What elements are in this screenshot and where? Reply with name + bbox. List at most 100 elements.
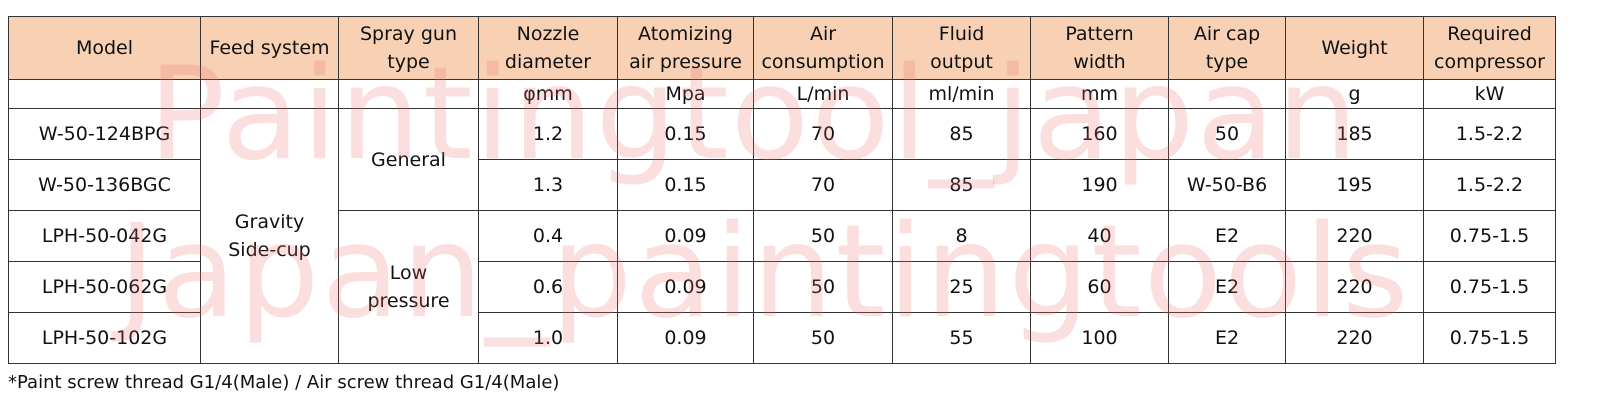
header-cell: Nozzle diameter [478,16,618,80]
data-cell: 50 [753,312,893,364]
data-cell: E2 [1168,210,1286,262]
data-cell: 185 [1285,108,1424,160]
data-row: W-50-136BGC 1.3 0.15 70 85 190 W-50-B6 195 1.5-2… [8,159,1556,211]
cell-line: General [371,148,446,171]
unit-cell: g [1285,79,1424,109]
unit-cell [338,79,479,109]
units-row: φmm Mpa L/min ml/min mm g kW [8,79,1556,109]
data-cell: 8 [892,210,1031,262]
header-row: Model Feed system Spray gun type Nozzle diame… [8,16,1556,80]
data-cell: 0.75-1.5 [1423,261,1556,313]
data-cell: 40 [1030,210,1169,262]
data-cell: 55 [892,312,1031,364]
data-cell: General [338,108,479,211]
cell-line: output [930,51,993,73]
cell-line: Weight [1321,37,1388,59]
cell-line: Air [809,23,837,45]
data-cell: 0.15 [617,159,754,211]
cell-line: consumption [761,51,885,73]
header-cell: Atomizing air pressure [617,16,754,80]
data-cell: 50 [753,210,893,262]
data-cell: W-50-124BPG [8,108,201,160]
data-cell: 85 [892,159,1031,211]
data-cell: 0.09 [617,261,754,313]
cell-line: air pressure [629,51,742,73]
cell-line: diameter [504,51,592,73]
header-cell: Feed system [200,16,339,80]
data-cell: 25 [892,261,1031,313]
data-cell: 220 [1285,261,1424,313]
cell-line: Nozzle [516,23,580,45]
data-cell: 190 [1030,159,1169,211]
cell-line: Spray gun [359,23,457,45]
cell-line: Fluid [938,23,985,45]
header-cell: Fluid output [892,16,1031,80]
data-cell: W-50-136BGC [8,159,201,211]
data-cell: 1.5-2.2 [1423,108,1556,160]
data-cell: 0.09 [617,210,754,262]
data-row: W-50-124BPG Gravity Side-cup General 1.2 0.15… [8,108,1556,364]
data-row: LPH-50-062G 0.6 0.09 50 25 60 E2 220 0.75-1.5 [8,261,1556,313]
cell-line: Pattern [1065,23,1134,45]
unit-cell [8,79,201,109]
data-cell: E2 [1168,312,1286,364]
cell-line: pressure [367,290,450,312]
data-cell: 0.4 [478,210,618,262]
cell-line: Air cap [1193,23,1261,45]
data-cell: 195 [1285,159,1424,211]
data-cell: 0.75-1.5 [1423,312,1556,364]
unit-cell: kW [1423,79,1556,109]
cell-line: Required [1447,23,1532,45]
footnote: *Paint screw thread G1/4(Male) / Air scr… [8,372,560,393]
data-cell: 70 [753,159,893,211]
data-cell: 50 [753,261,893,313]
data-cell: Gravity Side-cup [200,108,339,364]
data-cell: 100 [1030,312,1169,364]
unit-cell: φmm [478,79,618,109]
cell-line: Low [389,262,428,284]
unit-cell: Mpa [617,79,754,109]
data-cell: 85 [892,108,1031,160]
data-cell: 220 [1285,312,1424,364]
cell-line: Model [75,37,134,59]
unit-cell: ml/min [892,79,1031,109]
data-cell: Low pressure [338,210,479,364]
cell-line: type [387,51,430,73]
data-cell: 160 [1030,108,1169,160]
data-cell: 1.0 [478,312,618,364]
data-cell: 0.6 [478,261,618,313]
data-cell: 0.15 [617,108,754,160]
data-cell: 0.75-1.5 [1423,210,1556,262]
unit-cell: L/min [753,79,893,109]
cell-line: type [1205,51,1249,73]
header-cell: Air consumption [753,16,893,80]
cell-line: Feed system [209,37,330,59]
cell-line: Gravity [234,211,305,233]
data-row: LPH-50-102G 1.0 0.09 50 55 100 E2 220 0.75-1.5 [8,312,1556,364]
unit-cell [200,79,339,109]
data-cell: 1.5-2.2 [1423,159,1556,211]
header-cell: Pattern width [1030,16,1169,80]
data-cell: LPH-50-042G [8,210,201,262]
spec-table: Model Feed system Spray gun type Nozzle diame… [8,16,1556,364]
data-cell: 60 [1030,261,1169,313]
header-cell: Spray gun type [338,16,479,80]
cell-line: Atomizing [638,23,733,45]
cell-line: Side-cup [228,239,311,261]
unit-cell: mm [1030,79,1169,109]
data-cell: 50 [1168,108,1286,160]
data-cell: 1.2 [478,108,618,160]
data-cell: LPH-50-062G [8,261,201,313]
data-cell: E2 [1168,261,1286,313]
header-cell: Weight [1285,16,1424,80]
header-cell: Air cap type [1168,16,1286,80]
data-cell: 1.3 [478,159,618,211]
header-cell: Required compressor [1423,16,1556,80]
data-cell: LPH-50-102G [8,312,201,364]
data-cell: 0.09 [617,312,754,364]
header-cell: Model [8,16,201,80]
data-cell: 220 [1285,210,1424,262]
unit-cell [1168,79,1286,109]
cell-line: compressor [1434,51,1545,73]
